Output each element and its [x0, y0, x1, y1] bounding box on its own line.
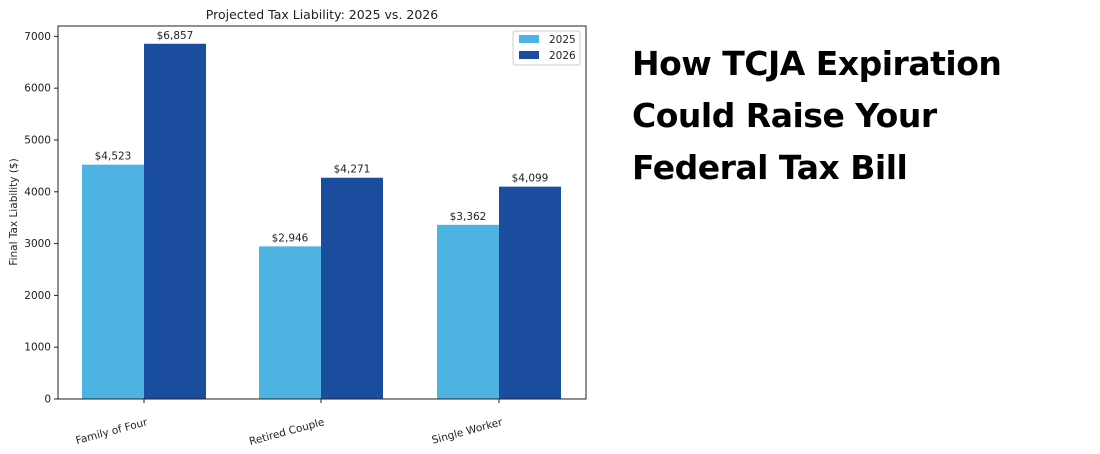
data-label-family-of-four-2025: $4,523	[95, 151, 132, 163]
x-tick-label-retired-couple: Retired Couple	[248, 416, 326, 448]
chart-title: Projected Tax Liability: 2025 vs. 2026	[206, 7, 438, 22]
y-tick-label-4000: 4000	[24, 186, 51, 198]
bar-family-of-four-2025	[82, 164, 144, 399]
x-tick-label-single-worker: Single Worker	[431, 416, 505, 447]
y-tick-label-6000: 6000	[24, 83, 51, 95]
bar-retired-couple-2026	[321, 177, 383, 399]
bars-layer	[82, 43, 561, 399]
legend: 2025 2026	[512, 30, 581, 66]
y-tick-label-2000: 2000	[24, 290, 51, 302]
legend-label-2026: 2026	[549, 50, 576, 62]
bar-single-worker-2025	[437, 224, 499, 399]
headline-line-2: Could Raise Your	[632, 96, 937, 135]
headline: How TCJA Expiration Could Raise Your Fed…	[632, 38, 1092, 194]
bar-family-of-four-2026	[144, 43, 206, 399]
headline-line-3: Federal Tax Bill	[632, 148, 908, 187]
y-tick-label-0: 0	[44, 394, 51, 406]
x-axis: Family of Four Retired Couple Single Worke…	[75, 399, 505, 448]
data-label-single-worker-2025: $3,362	[450, 211, 487, 223]
bar-retired-couple-2025	[259, 246, 321, 399]
data-label-family-of-four-2026: $6,857	[157, 30, 194, 42]
y-tick-label-1000: 1000	[24, 342, 51, 354]
y-tick-label-5000: 5000	[24, 134, 51, 146]
y-axis-label: Final Tax Liability ($)	[8, 158, 20, 265]
legend-swatch-2026	[519, 51, 539, 59]
bar-single-worker-2026	[499, 186, 561, 399]
x-tick-label-family-of-four: Family of Four	[75, 416, 150, 447]
chart: Projected Tax Liability: 2025 vs. 2026 $…	[8, 7, 587, 448]
data-label-single-worker-2026: $4,099	[512, 173, 549, 185]
chart-svg: Projected Tax Liability: 2025 vs. 2026 $…	[8, 7, 587, 448]
legend-swatch-2025	[519, 35, 539, 43]
y-axis: 0 1000 2000 3000 4000 5000 6000 7000	[24, 31, 58, 406]
y-tick-label-7000: 7000	[24, 31, 51, 43]
data-label-retired-couple-2025: $2,946	[272, 232, 309, 244]
data-label-retired-couple-2026: $4,271	[334, 164, 371, 176]
y-tick-label-3000: 3000	[24, 238, 51, 250]
headline-line-1: How TCJA Expiration	[632, 44, 1002, 83]
value-labels-layer: $4,523 $6,857 $2,946 $4,271 $3,362 $4,099	[95, 30, 549, 245]
legend-label-2025: 2025	[549, 34, 576, 46]
plot-frame	[57, 25, 587, 400]
